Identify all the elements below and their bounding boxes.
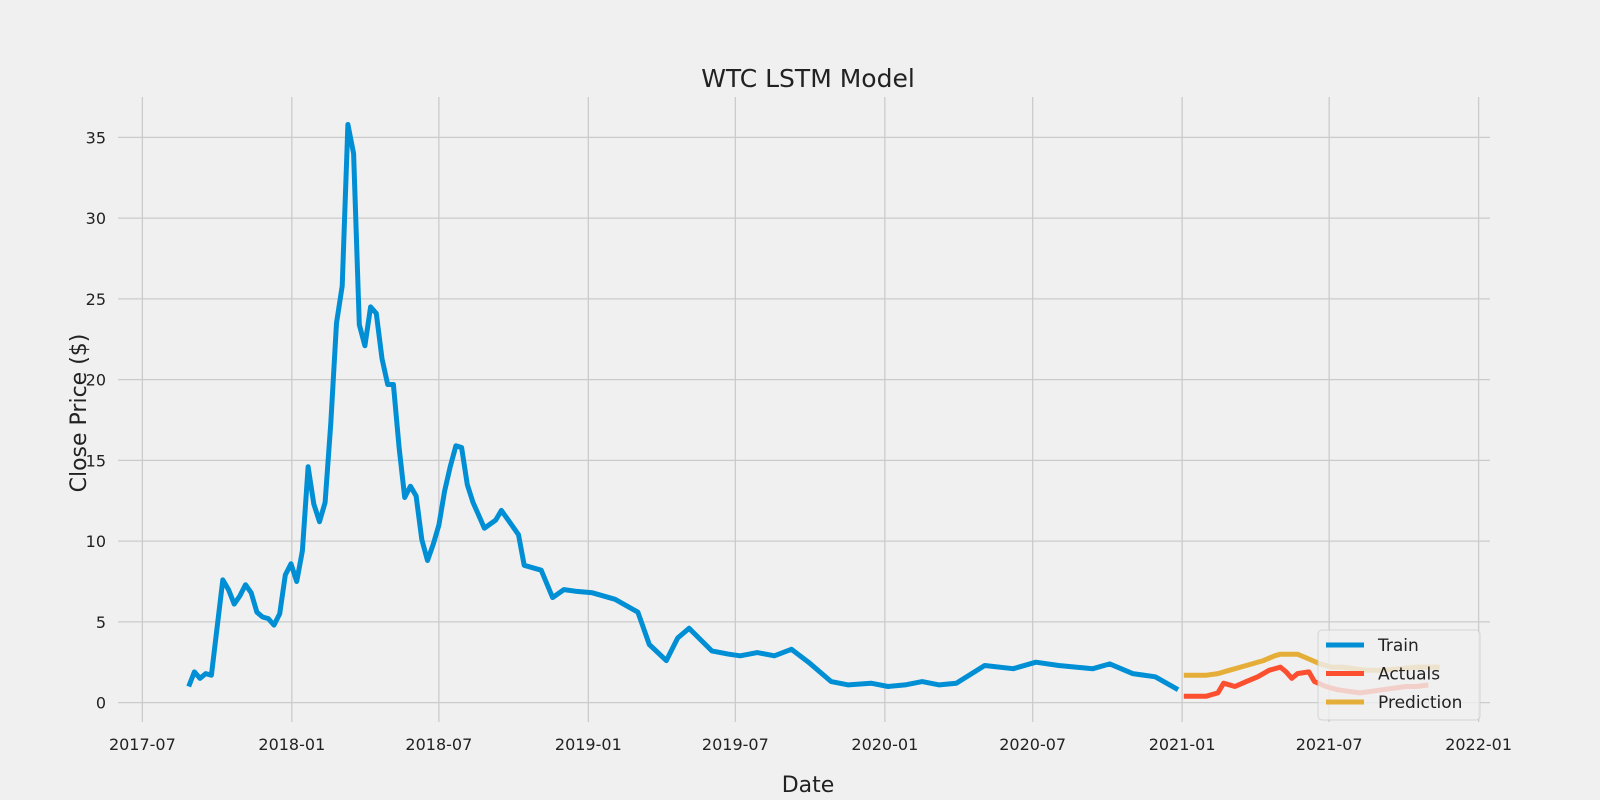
y-tick-label: 20 [86, 371, 106, 390]
x-tick-label: 2018-01 [258, 735, 325, 754]
y-axis-title: Close Price ($) [67, 334, 92, 493]
x-tick-label: 2020-07 [999, 735, 1066, 754]
x-tick-label: 2021-01 [1149, 735, 1216, 754]
legend: Train Actuals Prediction [1317, 629, 1481, 721]
x-tick-label: 2018-07 [405, 735, 472, 754]
series-line-train [186, 122, 1180, 692]
x-tick-label: 2019-01 [555, 735, 622, 754]
y-tick-label: 25 [86, 290, 106, 309]
legend-label-train: Train [1377, 636, 1419, 656]
tick-labels: 2017-07 2018-01 2018-07 2019-01 2019-07 2020-… [86, 128, 1512, 754]
legend-label-prediction: Prediction [1378, 693, 1462, 713]
x-tick-label: 2021-07 [1296, 735, 1363, 754]
y-tick-label: 35 [86, 128, 106, 147]
y-tick-label: 30 [86, 209, 106, 228]
legend-box [1317, 629, 1481, 721]
x-tick-label: 2019-07 [702, 735, 769, 754]
grid [118, 97, 1490, 722]
y-tick-label: 5 [96, 613, 106, 632]
y-tick-label: 0 [96, 694, 106, 713]
x-axis-title: Date [782, 773, 835, 798]
legend-label-actuals: Actuals [1378, 665, 1440, 685]
y-tick-label: 15 [86, 451, 106, 470]
x-tick-label: 2020-01 [851, 735, 918, 754]
x-tick-label: 2022-01 [1445, 735, 1512, 754]
x-tick-label: 2017-07 [109, 735, 176, 754]
y-tick-label: 10 [86, 532, 106, 551]
chart-title: WTC LSTM Model [701, 64, 915, 93]
